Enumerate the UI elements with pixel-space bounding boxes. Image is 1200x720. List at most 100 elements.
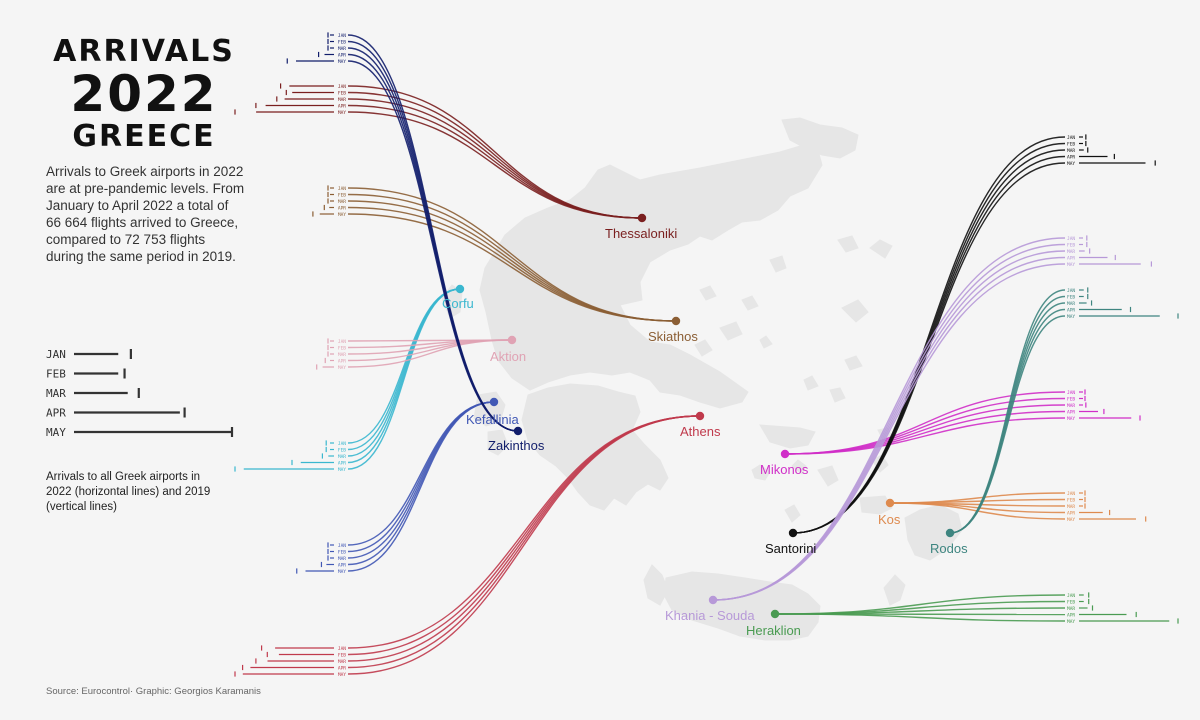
flow-line-kefallinia-may: [347, 401, 495, 572]
map-landmass-0: [479, 145, 823, 409]
legend-month-may: MAY: [46, 426, 66, 439]
month-label-mikonos-mar: MAR: [1067, 403, 1075, 409]
title-line-greece: GREECE: [72, 119, 216, 154]
month-label-kos-jan: JAN: [1067, 491, 1075, 497]
month-label-aktion-feb: FEB: [338, 346, 346, 352]
map-landmass-23: [741, 295, 759, 311]
month-label-corfu-apr: APR: [338, 461, 346, 467]
airport-dot-kos: [885, 498, 895, 508]
flow-line-rodos-may: [949, 315, 1066, 534]
airport-label-heraklion: Heraklion: [746, 623, 801, 638]
month-label-aktion-mar: MAR: [338, 352, 346, 358]
map-landmass-18: [829, 387, 846, 403]
legend-month-feb: FEB: [46, 368, 66, 381]
map-landmass-27: [841, 299, 869, 323]
flow-line-rodos-feb: [949, 295, 1066, 534]
month-label-khania-souda-mar: MAR: [1067, 249, 1075, 255]
airport-label-skiathos: Skiathos: [648, 329, 698, 344]
month-label-heraklion-apr: APR: [1067, 613, 1075, 619]
map-landmass-12: [817, 465, 839, 487]
map-landmass-15: [904, 504, 963, 561]
title-line-arrivals: ARRIVALS: [53, 34, 235, 69]
month-label-zakinthos-may: MAY: [338, 59, 346, 65]
month-label-aktion-apr: APR: [338, 359, 346, 365]
map-landmass-10: [751, 464, 771, 481]
month-label-mikonos-may: MAY: [1067, 416, 1075, 422]
airport-label-athens: Athens: [680, 424, 721, 439]
month-label-corfu-jan: JAN: [338, 441, 346, 447]
month-label-aktion-jan: JAN: [338, 339, 346, 345]
month-label-athens-may: MAY: [338, 672, 346, 678]
month-label-rodos-may: MAY: [1067, 314, 1075, 320]
month-label-athens-apr: APR: [338, 666, 346, 672]
flow-line-athens-may: [347, 415, 701, 675]
flow-line-zakinthos-may: [347, 60, 519, 432]
month-label-rodos-mar: MAR: [1067, 301, 1075, 307]
month-label-thessaloniki-feb: FEB: [338, 91, 346, 97]
page-title: ARRIVALS 2022 GREECE: [44, 34, 244, 156]
airport-label-kefallinia: Kefallinia: [466, 412, 520, 427]
airport-label-thessaloniki: Thessaloniki: [605, 226, 677, 241]
map-landmass-13: [784, 504, 801, 523]
airport-dot-heraklion: [770, 609, 780, 619]
month-label-kos-mar: MAR: [1067, 504, 1075, 510]
month-label-santorini-may: MAY: [1067, 161, 1075, 167]
intro-paragraph: Arrivals to Greek airports in 2022 are a…: [46, 164, 245, 264]
airport-label-santorini: Santorini: [765, 541, 816, 556]
month-label-thessaloniki-apr: APR: [338, 104, 346, 110]
month-label-skiathos-may: MAY: [338, 212, 346, 218]
flow-line-heraklion-may: [774, 613, 1066, 622]
map-landmass-30: [759, 335, 773, 349]
airport-dot-kefallinia: [489, 397, 499, 407]
month-label-heraklion-mar: MAR: [1067, 606, 1075, 612]
month-label-zakinthos-jan: JAN: [338, 33, 346, 39]
month-label-mikonos-apr: APR: [1067, 410, 1075, 416]
month-label-kos-apr: APR: [1067, 511, 1075, 517]
month-label-kos-feb: FEB: [1067, 498, 1075, 504]
month-label-kefallinia-mar: MAR: [338, 556, 346, 562]
month-label-santorini-mar: MAR: [1067, 148, 1075, 154]
month-label-rodos-jan: JAN: [1067, 288, 1075, 294]
month-label-zakinthos-apr: APR: [338, 53, 346, 59]
map-landmass-20: [844, 355, 863, 371]
map-landmass-21: [719, 321, 743, 341]
airport-dot-rodos: [945, 528, 955, 538]
month-label-khania-souda-feb: FEB: [1067, 243, 1075, 249]
airport-labels: Thessaloniki Skiathos Corfu Aktion Kefallini…: [442, 213, 968, 638]
map-landmass-22: [694, 339, 713, 357]
month-label-rodos-apr: APR: [1067, 308, 1075, 314]
month-label-zakinthos-feb: FEB: [338, 40, 346, 46]
map-landmass-14: [859, 495, 893, 515]
month-label-khania-souda-may: MAY: [1067, 262, 1075, 268]
month-label-khania-souda-apr: APR: [1067, 256, 1075, 262]
month-label-heraklion-may: MAY: [1067, 619, 1075, 625]
map-landmass-28: [869, 239, 893, 259]
flow-line-corfu-may: [347, 288, 461, 470]
map-landmass-3: [663, 571, 821, 641]
month-label-santorini-feb: FEB: [1067, 142, 1075, 148]
month-legend: JAN FEB MAR APR MAY: [46, 348, 234, 439]
month-label-mikonos-jan: JAN: [1067, 390, 1075, 396]
month-label-thessaloniki-jan: JAN: [338, 84, 346, 90]
month-label-aktion-may: MAY: [338, 365, 346, 371]
map-landmass-5: [883, 574, 906, 606]
month-label-athens-jan: JAN: [338, 646, 346, 652]
airport-dot-santorini: [788, 528, 798, 538]
legend-month-apr: APR: [46, 407, 66, 420]
month-label-skiathos-feb: FEB: [338, 193, 346, 199]
month-label-kos-may: MAY: [1067, 517, 1075, 523]
month-label-corfu-feb: FEB: [338, 448, 346, 454]
flow-line-khania-souda-may: [712, 263, 1066, 601]
legend-note: Arrivals to all Greek airports in 2022 (…: [46, 471, 211, 513]
legend-month-mar: MAR: [46, 387, 66, 400]
airport-dot-mikonos: [780, 449, 790, 459]
map-landmass-11: [791, 459, 807, 475]
airport-dot-thessaloniki: [637, 213, 647, 223]
